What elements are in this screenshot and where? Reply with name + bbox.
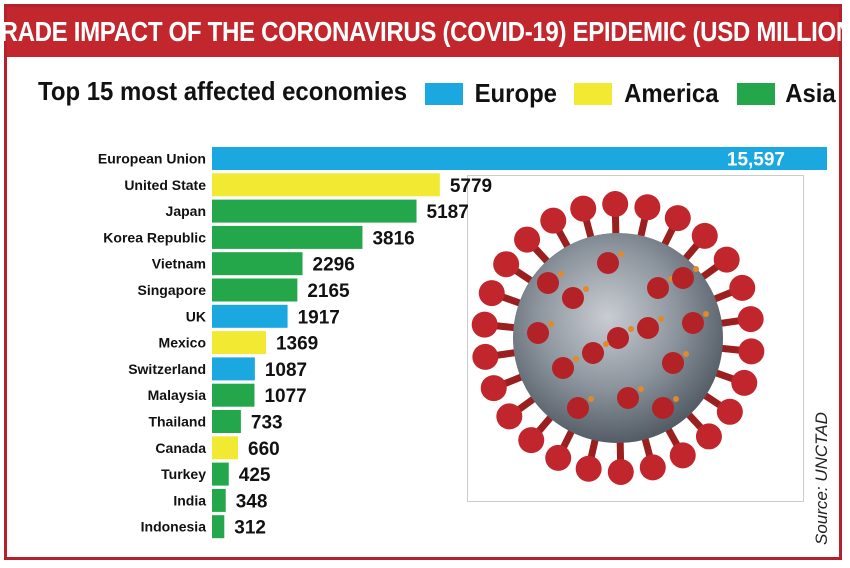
legend-swatch-europe [424, 82, 463, 105]
legend-label-asia: Asia [785, 78, 836, 108]
bar-korea-republic [212, 225, 363, 249]
category-label-canada: Canada [155, 440, 206, 456]
legend-label-europe: Europe [474, 78, 557, 108]
coronavirus-image [467, 175, 804, 502]
category-label-united-state: United State [124, 177, 206, 193]
value-label-united-state: 5779 [450, 176, 492, 197]
bar-malaysia [212, 383, 255, 407]
value-label-turkey: 425 [239, 465, 271, 486]
legend-item-america: America [574, 78, 723, 109]
bar-canada [212, 436, 239, 460]
value-label-malaysia: 1077 [264, 386, 306, 407]
bar-japan [212, 199, 417, 223]
legend-swatch-asia [737, 82, 776, 105]
value-label-european-union: 15,597 [727, 150, 785, 171]
legend-swatch-america [574, 82, 613, 105]
category-label-india: India [173, 492, 206, 508]
bar-india [212, 488, 226, 512]
value-label-vietnam: 2296 [313, 255, 355, 276]
category-label-singapore: Singapore [138, 282, 207, 298]
legend: Europe America Asia [424, 78, 838, 109]
value-label-mexico: 1369 [276, 334, 318, 355]
category-label-vietnam: Vietnam [152, 256, 206, 272]
bar-turkey [212, 462, 229, 486]
value-label-japan: 5187 [427, 202, 469, 223]
value-label-switzerland: 1087 [265, 360, 307, 381]
value-label-korea-republic: 3816 [372, 228, 414, 249]
bar-vietnam [212, 252, 303, 276]
category-label-korea-republic: Korea Republic [103, 229, 206, 245]
chart-title: TRADE IMPACT OF THE CORONAVIRUS (COVID-1… [0, 16, 850, 47]
value-label-canada: 660 [248, 439, 280, 460]
legend-label-america: America [624, 78, 719, 108]
bar-indonesia [212, 515, 225, 539]
value-label-thailand: 733 [251, 413, 283, 434]
category-label-japan: Japan [166, 203, 206, 219]
title-bar: TRADE IMPACT OF THE CORONAVIRUS (COVID-1… [0, 7, 850, 57]
bar-uk [212, 304, 288, 328]
legend-item-europe: Europe [424, 78, 561, 109]
bar-thailand [212, 410, 241, 433]
bar-united-state [212, 173, 440, 197]
category-label-european-union: European Union [98, 151, 206, 167]
legend-item-asia: Asia [737, 78, 838, 109]
value-label-indonesia: 312 [234, 518, 266, 539]
bar-european-union [212, 147, 827, 170]
chart-subtitle: Top 15 most affected economies [38, 76, 408, 106]
virus-surface-proteins [527, 251, 709, 419]
value-label-singapore: 2165 [307, 281, 350, 302]
value-label-uk: 1917 [298, 307, 340, 328]
category-label-mexico: Mexico [159, 335, 206, 351]
category-label-uk: UK [186, 308, 206, 324]
bar-mexico [212, 331, 266, 355]
bar-switzerland [212, 357, 255, 381]
category-label-indonesia: Indonesia [141, 519, 207, 535]
coronavirus-illustration [471, 191, 765, 485]
category-label-malaysia: Malaysia [148, 387, 207, 403]
category-label-thailand: Thailand [148, 414, 206, 430]
category-label-turkey: Turkey [161, 466, 206, 482]
category-label-switzerland: Switzerland [128, 361, 206, 377]
bar-singapore [212, 278, 298, 302]
value-label-india: 348 [236, 491, 268, 512]
